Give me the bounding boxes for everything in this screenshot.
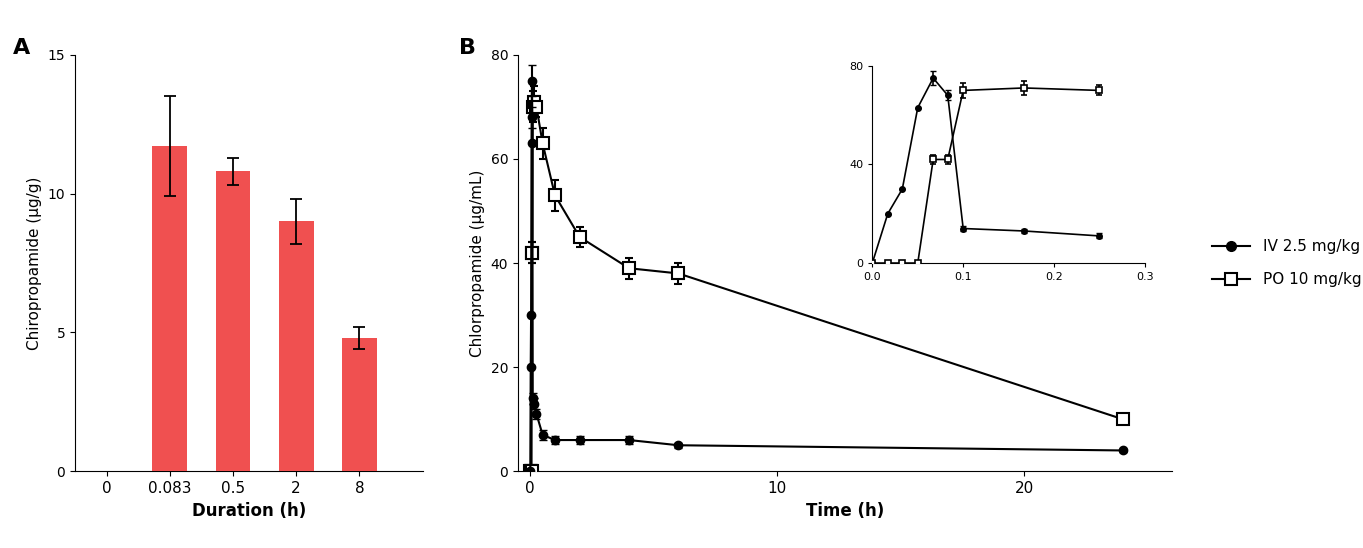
Bar <box>215 172 251 471</box>
Text: B: B <box>459 38 476 58</box>
Y-axis label: Chlorpropamide (μg/mL): Chlorpropamide (μg/mL) <box>470 169 485 357</box>
X-axis label: Time (h): Time (h) <box>806 501 885 520</box>
X-axis label: Duration (h): Duration (h) <box>192 501 305 520</box>
Y-axis label: Chiropropamide (μg/g): Chiropropamide (μg/g) <box>27 176 42 350</box>
Text: A: A <box>12 38 30 58</box>
Legend: IV 2.5 mg/kg, PO 10 mg/kg: IV 2.5 mg/kg, PO 10 mg/kg <box>1206 233 1363 293</box>
Bar <box>153 146 187 471</box>
Bar <box>279 221 313 471</box>
Bar <box>342 338 376 471</box>
